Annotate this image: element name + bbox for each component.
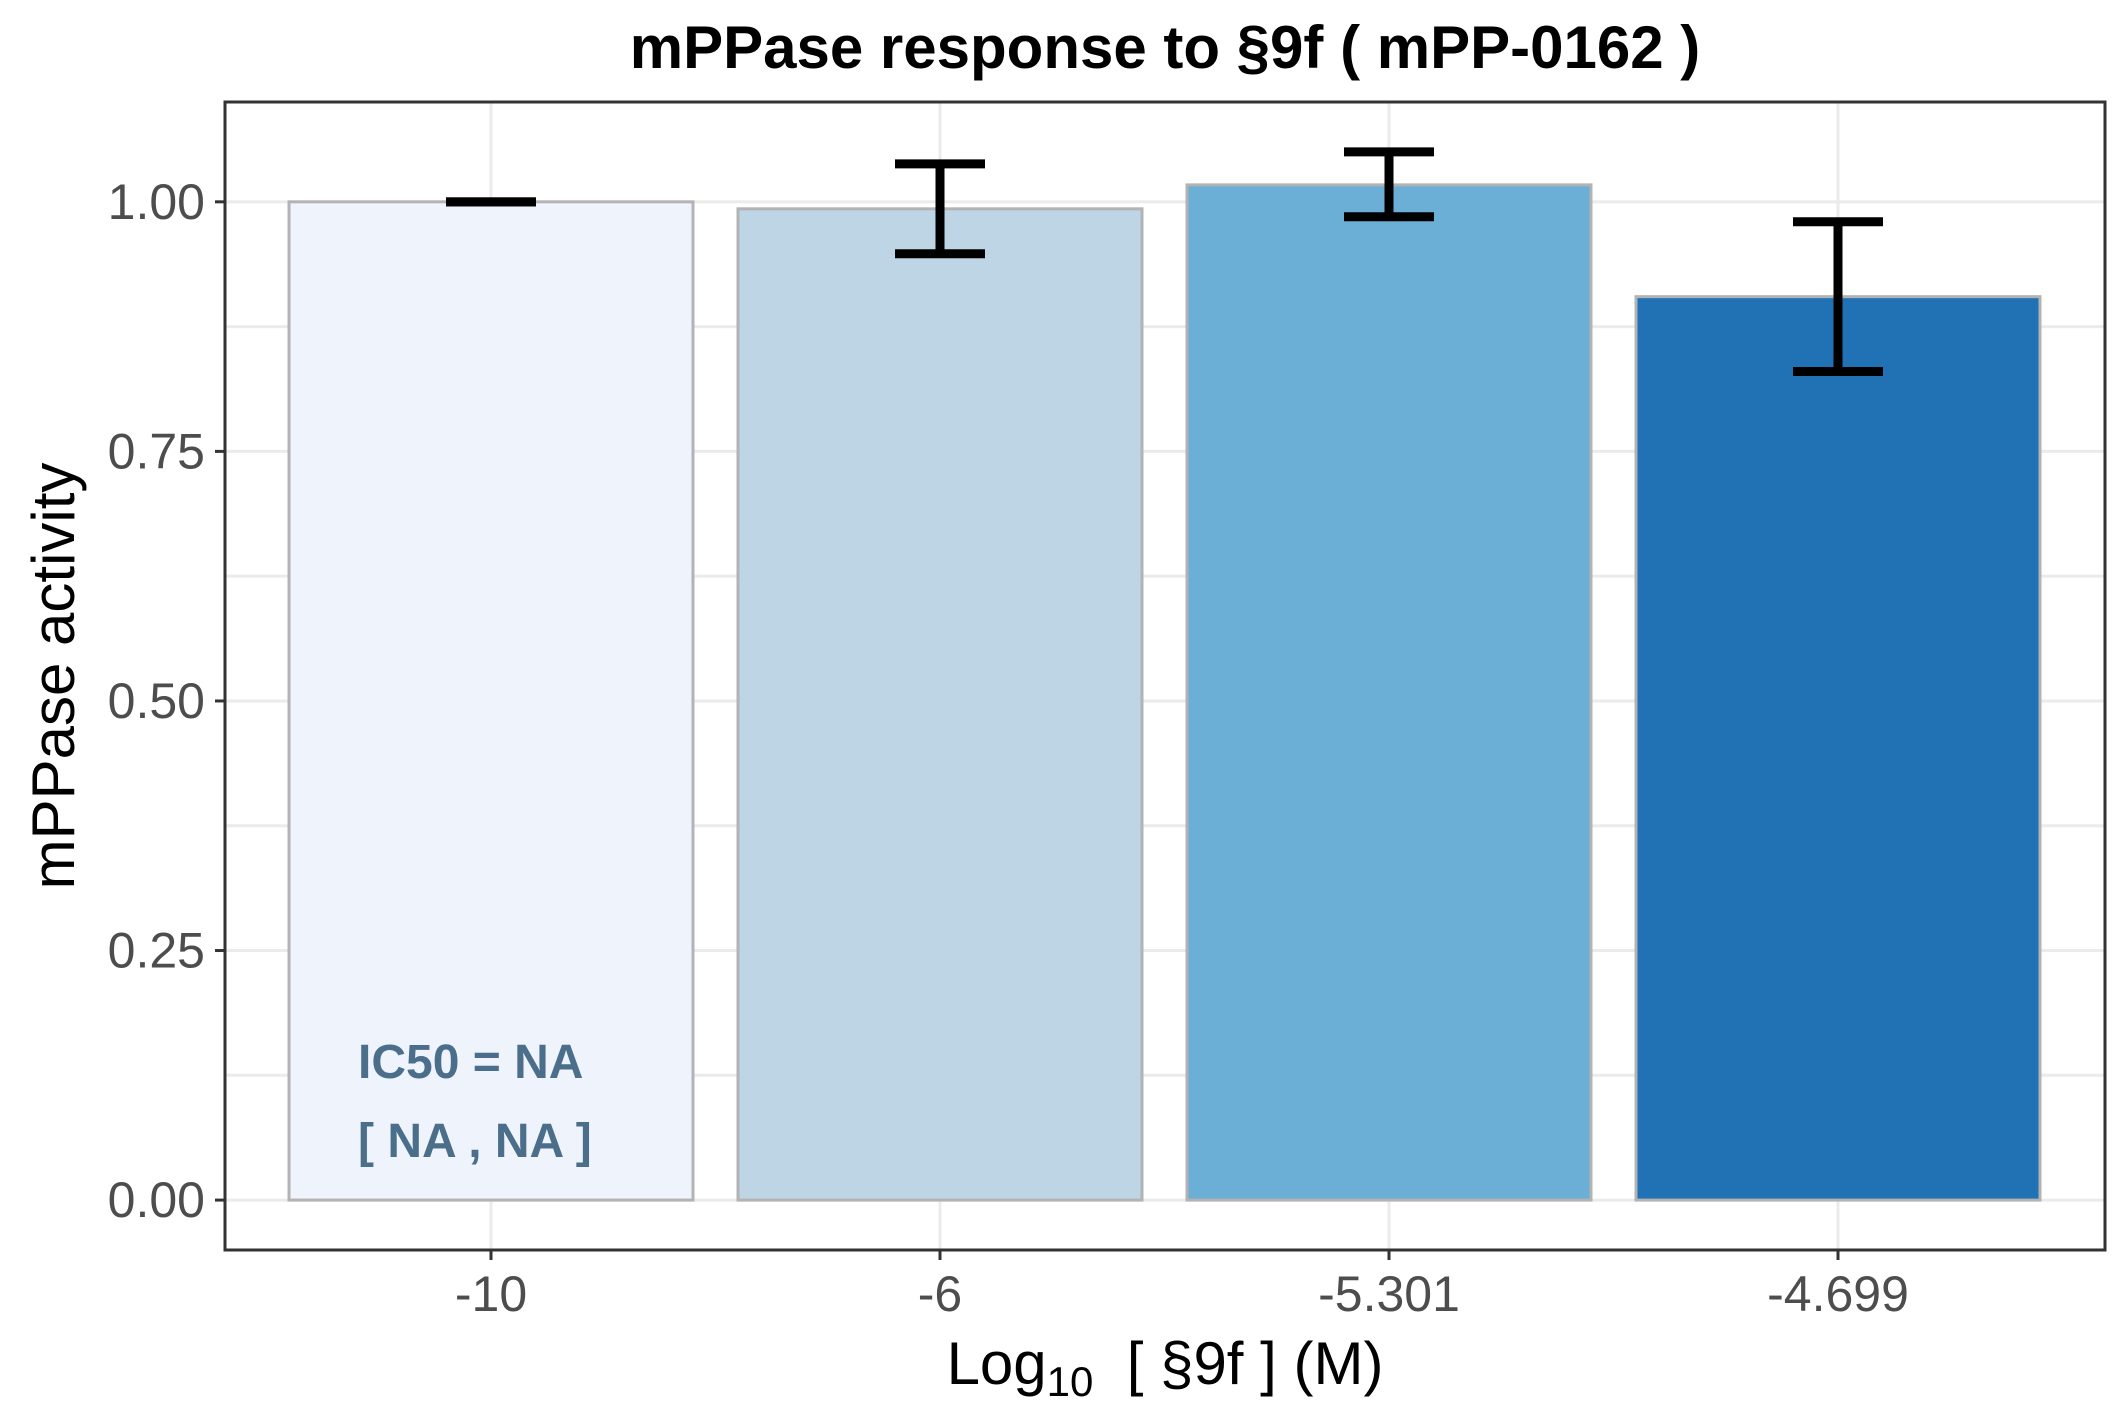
error-bars <box>446 147 1883 377</box>
y-tick-labels: 0.00 0.25 0.50 0.75 1.00 <box>108 174 225 1228</box>
x-axis-title: Log10 [ §9f ] (M) <box>947 1330 1384 1405</box>
y-tick-label: 0.25 <box>108 923 205 979</box>
x-tick-label: -4.699 <box>1767 1266 1909 1322</box>
bar--10 <box>287 200 695 1202</box>
x-tick-label: -10 <box>455 1266 527 1322</box>
y-tick-label: 1.00 <box>108 174 205 230</box>
ic50-annotation: IC50 = NA <box>358 1036 583 1089</box>
bars <box>287 183 2042 1202</box>
x-tick-labels: -10 -6 -5.301 -4.699 <box>455 1250 1909 1322</box>
x-axis-title-main: Log <box>947 1330 1047 1397</box>
y-axis-title: mPPase activity <box>20 463 87 890</box>
y-tick-label: 0.00 <box>108 1172 205 1228</box>
x-axis-title-subscript: 10 <box>1047 1358 1094 1405</box>
panel-border <box>223 100 2107 1252</box>
x-tick-label: -5.301 <box>1318 1266 1460 1322</box>
chart-title: mPPase response to §9f ( mPP-0162 ) <box>630 14 1700 81</box>
x-tick-label: -6 <box>918 1266 962 1322</box>
bar--4.699 <box>1634 295 2042 1202</box>
y-tick-label: 0.75 <box>108 423 205 479</box>
ic50-interval-annotation: [ NA , NA ] <box>358 1115 592 1168</box>
bar--6 <box>736 207 1144 1202</box>
y-tick-label: 0.50 <box>108 673 205 729</box>
bar--5.301 <box>1185 183 1593 1202</box>
x-axis-title-rest: [ §9f ] (M) <box>1093 1330 1383 1397</box>
